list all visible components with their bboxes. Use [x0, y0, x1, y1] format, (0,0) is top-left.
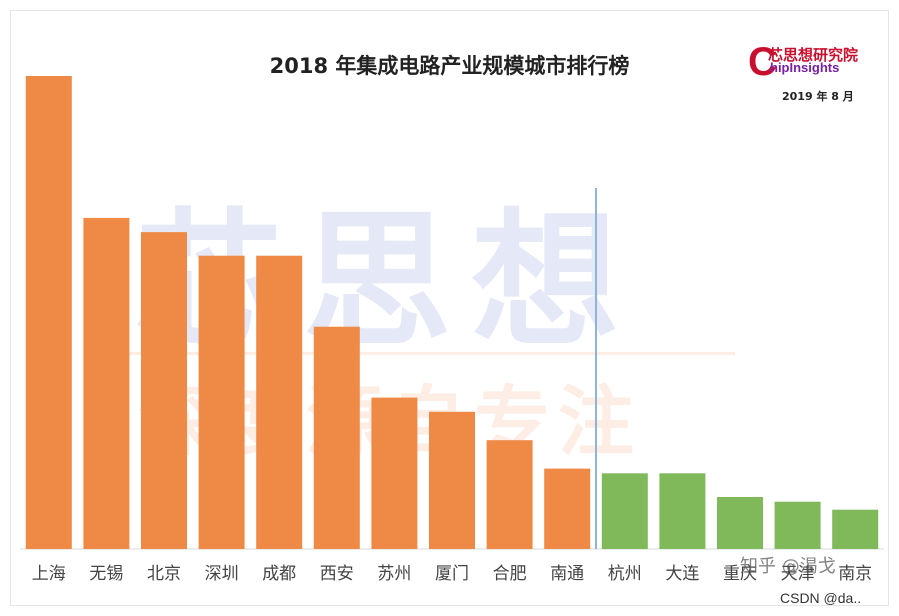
logo-date: 2019 年 8 月	[782, 90, 854, 103]
tick-label-杭州: 杭州	[608, 564, 642, 584]
bar-深圳	[198, 255, 245, 549]
tick-label-无锡: 无锡	[89, 564, 123, 584]
bar-上海	[25, 76, 72, 549]
tick-label-重庆: 重庆	[723, 564, 757, 584]
zhihu-watermark: 知乎 @渴戈	[740, 556, 836, 577]
bar-无锡	[83, 217, 130, 549]
tick-label-南通: 南通	[550, 564, 584, 584]
bar-重庆	[717, 497, 763, 549]
bar-南通	[544, 468, 591, 549]
bar-天津	[774, 501, 821, 549]
bar-成都	[256, 255, 303, 549]
tick-label-深圳: 深圳	[205, 564, 239, 584]
watermark-line	[105, 352, 735, 355]
logo-name-cn: 芯思想研究院	[768, 46, 859, 64]
tick-label-南京: 南京	[838, 564, 872, 584]
logo-name-en: hipInsights	[770, 60, 840, 75]
tick-label-成都: 成都	[262, 564, 296, 584]
tick-label-北京: 北京	[147, 564, 181, 584]
tick-label-天津: 天津	[781, 564, 815, 584]
chart-title: 2018 年集成电路产业规模城市排行榜	[269, 54, 630, 78]
bar-苏州	[371, 397, 418, 549]
bar-南京	[832, 509, 879, 549]
logo-mark: C	[748, 40, 777, 84]
tick-label-上海: 上海	[32, 564, 66, 584]
tick-label-大连: 大连	[665, 564, 699, 584]
tick-label-厦门: 厦门	[435, 564, 469, 584]
csdn-watermark: CSDN @da..	[780, 590, 862, 606]
bar-北京	[141, 232, 187, 549]
bar-合肥	[486, 440, 533, 549]
tick-label-西安: 西安	[320, 564, 354, 584]
tick-label-合肥: 合肥	[493, 564, 527, 584]
chipinsights-logo: C 芯思想研究院 hipInsights 2019 年 8 月	[748, 40, 870, 103]
bar-西安	[313, 326, 360, 549]
tick-label-苏州: 苏州	[377, 564, 411, 584]
bar-厦门	[429, 411, 475, 549]
bar-大连	[659, 473, 706, 549]
bar-杭州	[601, 473, 648, 549]
